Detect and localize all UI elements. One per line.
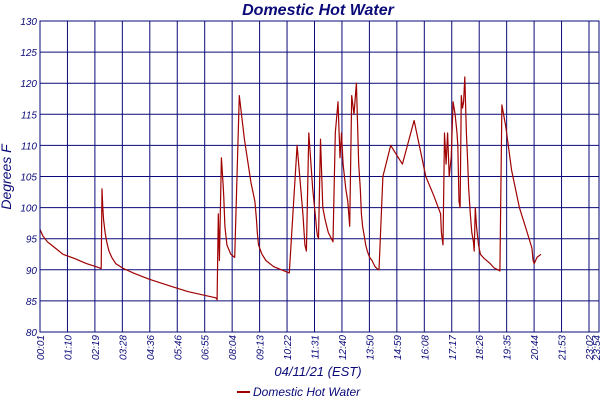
y-tick-label: 120	[20, 79, 37, 90]
plot-frame	[39, 20, 600, 333]
x-tick-label: 10:22	[283, 335, 294, 360]
x-tick-label: 05:46	[173, 335, 184, 360]
x-tick-label: 03:28	[118, 335, 129, 360]
x-axis-label: 04/11/21 (EST)	[274, 364, 361, 379]
y-tick-label: 130	[20, 17, 37, 28]
x-tick-label: 17:17	[448, 335, 459, 360]
y-tick-label: 115	[21, 110, 37, 121]
x-tick-label: 08:04	[228, 335, 239, 360]
x-tick-label: 21:53	[558, 335, 569, 361]
y-tick-label: 100	[20, 204, 37, 215]
x-tick-label: 11:31	[311, 335, 322, 359]
x-tick-label: 09:13	[256, 335, 267, 360]
x-tick-label: 16:08	[420, 335, 431, 360]
x-tick-label: 12:40	[338, 335, 349, 360]
y-tick-label: 105	[20, 173, 37, 184]
chart-title: Domestic Hot Water	[242, 2, 395, 19]
x-tick-label: 13:50	[365, 335, 376, 360]
x-tick-label: 00:01	[36, 335, 47, 360]
y-tick-labels: 80 85 90 95 100 105 110 115 120 125 130	[20, 17, 37, 339]
y-tick-label: 85	[26, 297, 38, 308]
x-tick-label: 04:36	[146, 335, 157, 360]
series-layer	[39, 76, 542, 301]
x-tick-label: 20:44	[530, 335, 541, 361]
x-tick-label: 23:54	[592, 335, 600, 361]
x-tick-label: 06:55	[201, 335, 212, 360]
x-tick-label: 19:35	[503, 335, 514, 360]
y-tick-label: 95	[26, 235, 38, 246]
x-tick-labels: 00:01 01:10 02:19 03:28 04:36 05:46 06:55 08:04…	[36, 335, 600, 361]
x-tick-label: 01:10	[63, 335, 74, 360]
y-tick-label: 80	[26, 328, 38, 339]
x-tick-label: 14:59	[393, 335, 404, 360]
y-tick-label: 125	[20, 48, 37, 59]
x-tick-label: 18:26	[475, 335, 486, 360]
x-tick-label: 23:02	[585, 335, 596, 361]
y-axis-label: Degrees F	[0, 143, 14, 210]
x-tick-label: 02:19	[91, 335, 102, 360]
legend: Domestic Hot Water	[237, 385, 361, 399]
series-line-domestic-hot-water	[39, 76, 542, 301]
y-tick-label: 110	[21, 141, 37, 152]
legend-label: Domestic Hot Water	[253, 385, 361, 399]
y-tick-label: 90	[26, 266, 38, 277]
